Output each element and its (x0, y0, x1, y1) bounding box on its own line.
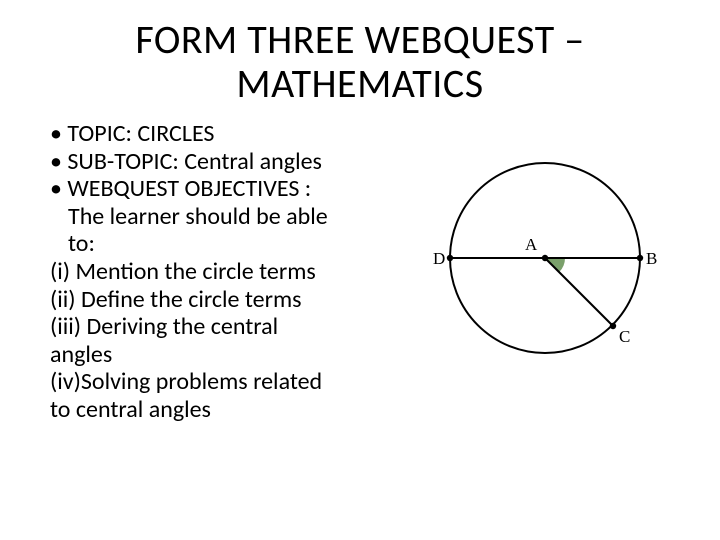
bullet-subtopic: SUB-TOPIC: Central angles (50, 148, 410, 176)
point-b (637, 255, 643, 261)
text-column: TOPIC: CIRCLES SUB-TOPIC: Central angles… (50, 120, 410, 424)
label-c: C (619, 327, 630, 346)
circle-diagram: D A B C (427, 140, 663, 376)
figure-column: D A B C (410, 120, 670, 376)
objectives-sub-2: to: (50, 230, 410, 258)
label-b: B (646, 249, 657, 268)
point-c (610, 323, 616, 329)
title-line-2: MATHEMATICS (236, 59, 483, 108)
label-a: A (525, 235, 538, 254)
objective-i: (i) Mention the circle terms (50, 258, 410, 286)
label-d: D (433, 249, 445, 268)
objectives-sub-1: The learner should be able (50, 203, 410, 231)
bullet-objectives: WEBQUEST OBJECTIVES : (50, 175, 410, 203)
point-d (447, 255, 453, 261)
objective-iii: (iii) Deriving the central (50, 313, 410, 341)
objective-iv: (iv)Solving problems related (50, 368, 410, 396)
objective-iv-cont: to central angles (50, 396, 410, 424)
objective-iii-cont: angles (50, 341, 410, 369)
bullet-topic: TOPIC: CIRCLES (50, 120, 410, 148)
point-a (542, 255, 548, 261)
title-line-1: FORM THREE WEBQUEST – (135, 15, 584, 64)
content-row: TOPIC: CIRCLES SUB-TOPIC: Central angles… (50, 120, 670, 424)
slide: FORM THREE WEBQUEST – MATHEMATICS TOPIC:… (0, 0, 720, 540)
objective-ii: (ii) Define the circle terms (50, 286, 410, 314)
slide-title: FORM THREE WEBQUEST – MATHEMATICS (50, 18, 670, 106)
